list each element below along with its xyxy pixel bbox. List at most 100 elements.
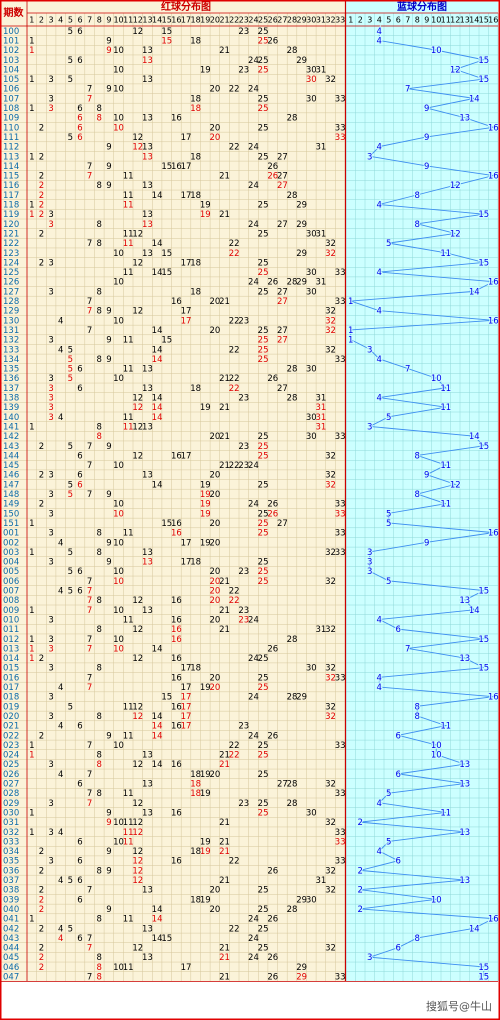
red-number: 33 <box>335 432 346 442</box>
red-number: 7 <box>87 587 92 597</box>
red-number: 26 <box>267 915 278 925</box>
period-label: 030 <box>3 808 19 818</box>
red-column-label: 20 <box>210 16 220 25</box>
red-number: 6 <box>77 133 82 143</box>
red-number: 27 <box>277 220 288 230</box>
blue-column-label: 5 <box>386 16 391 25</box>
period-label: 101 <box>3 36 19 46</box>
red-number: 17 <box>181 558 192 568</box>
red-number: 9 <box>106 808 111 818</box>
period-label: 037 <box>3 876 19 886</box>
red-number: 10 <box>113 316 124 326</box>
red-number: 17 <box>181 538 192 548</box>
red-number: 7 <box>87 297 92 307</box>
red-number: 8 <box>97 548 102 558</box>
red-number: 14 <box>152 934 163 944</box>
red-number: 9 <box>106 181 111 191</box>
red-number: 11 <box>123 818 134 828</box>
red-number: 18 <box>190 789 201 799</box>
period-label: 149 <box>3 500 19 510</box>
period-label: 021 <box>3 722 19 732</box>
red-number: 2 <box>39 895 44 905</box>
red-number: 32 <box>325 886 336 896</box>
red-number: 25 <box>258 944 269 954</box>
red-number: 8 <box>97 751 102 761</box>
blue-number: 16 <box>488 529 499 539</box>
red-number: 3 <box>48 75 53 85</box>
blue-number: 4 <box>377 355 382 365</box>
red-number: 13 <box>142 953 153 963</box>
period-label: 012 <box>3 635 19 645</box>
red-number: 12 <box>132 27 143 37</box>
red-number: 24 <box>248 654 259 664</box>
red-number: 5 <box>68 442 73 452</box>
red-number: 8 <box>97 529 102 539</box>
blue-number: 6 <box>396 731 401 741</box>
red-column-label: 5 <box>68 16 73 25</box>
period-label: 121 <box>3 229 19 239</box>
period-label: 018 <box>3 693 19 703</box>
red-number: 21 <box>219 172 230 182</box>
red-number: 3 <box>48 374 53 384</box>
red-number: 11 <box>123 963 134 973</box>
red-number: 4 <box>58 828 63 838</box>
red-column-label: 6 <box>77 16 82 25</box>
red-number: 15 <box>161 27 172 37</box>
blue-number: 4 <box>377 36 382 46</box>
red-column-label: 10 <box>113 16 123 25</box>
red-number: 33 <box>335 123 346 133</box>
period-label: 032 <box>3 828 19 838</box>
blue-number: 4 <box>377 799 382 809</box>
period-label: 147 <box>3 480 19 490</box>
red-number: 22 <box>229 384 240 394</box>
blue-number: 8 <box>415 191 420 201</box>
red-number: 18 <box>190 780 201 790</box>
blue-number: 11 <box>440 461 451 471</box>
red-number: 6 <box>77 114 82 124</box>
blue-number: 3 <box>367 567 372 577</box>
period-label: 127 <box>3 287 19 297</box>
red-number: 2 <box>39 181 44 191</box>
blue-number: 12 <box>450 229 461 239</box>
red-number: 28 <box>287 278 298 288</box>
period-label: 142 <box>3 432 19 442</box>
period-label: 141 <box>3 422 19 432</box>
red-number: 11 <box>123 789 134 799</box>
red-number: 12 <box>132 422 143 432</box>
red-number: 27 <box>277 384 288 394</box>
red-number: 6 <box>77 895 82 905</box>
red-number: 6 <box>77 27 82 37</box>
red-number: 12 <box>132 847 143 857</box>
red-number: 31 <box>315 229 326 239</box>
period-label: 041 <box>3 915 19 925</box>
red-number: 17 <box>181 664 192 674</box>
red-number: 18 <box>190 895 201 905</box>
red-number: 11 <box>123 828 134 838</box>
red-number: 31 <box>315 65 326 75</box>
red-number: 11 <box>123 702 134 712</box>
blue-number: 10 <box>431 751 442 761</box>
red-number: 11 <box>123 413 134 423</box>
red-number: 26 <box>267 731 278 741</box>
red-number: 26 <box>267 500 278 510</box>
red-number: 25 <box>258 480 269 490</box>
red-number: 19 <box>200 683 211 693</box>
red-number: 19 <box>200 500 211 510</box>
blue-column-label: 9 <box>424 16 429 25</box>
blue-column-label: 8 <box>415 16 420 25</box>
red-column-label: 7 <box>87 16 92 25</box>
red-number: 10 <box>113 509 124 519</box>
red-number: 31 <box>315 413 326 423</box>
red-number: 6 <box>77 104 82 114</box>
red-number: 6 <box>77 56 82 66</box>
red-number: 5 <box>68 345 73 355</box>
red-column-label: 2 <box>39 16 44 25</box>
red-number: 14 <box>152 712 163 722</box>
period-header: 期数 <box>4 6 25 19</box>
red-number: 28 <box>287 191 298 201</box>
red-number: 3 <box>48 760 53 770</box>
red-column-label: 21 <box>219 16 229 25</box>
red-number: 23 <box>238 722 249 732</box>
red-number: 21 <box>219 297 230 307</box>
red-number: 5 <box>68 480 73 490</box>
